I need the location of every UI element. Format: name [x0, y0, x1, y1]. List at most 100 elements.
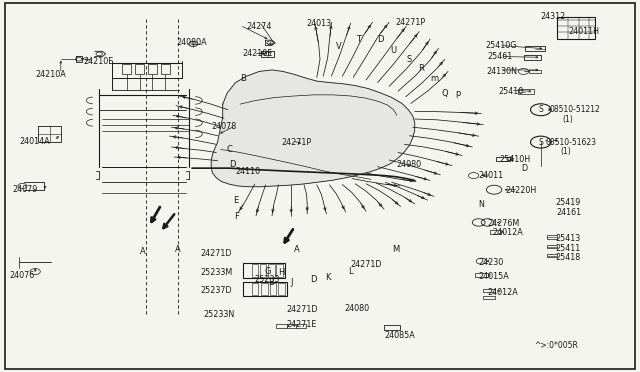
Text: 25233N: 25233N	[204, 310, 235, 319]
Bar	[547, 245, 557, 248]
Text: J: J	[290, 278, 292, 287]
Text: S: S	[538, 105, 543, 114]
Bar	[243, 282, 287, 296]
Text: 24080A: 24080A	[176, 38, 207, 47]
Text: 25411: 25411	[556, 244, 580, 253]
Bar	[529, 70, 541, 73]
Bar	[475, 273, 488, 277]
Bar	[547, 254, 557, 257]
Text: 24312: 24312	[541, 12, 566, 21]
Bar	[490, 230, 501, 234]
Text: Q: Q	[442, 89, 448, 98]
Bar	[260, 264, 266, 277]
Bar	[384, 325, 400, 330]
Text: A: A	[294, 246, 299, 254]
Text: 25233: 25233	[255, 275, 280, 284]
Text: D: D	[522, 164, 528, 173]
Bar	[252, 283, 258, 295]
Polygon shape	[211, 70, 415, 187]
Text: N: N	[479, 200, 484, 209]
Text: D: D	[229, 160, 236, 169]
Text: G: G	[264, 267, 271, 276]
Text: 24271D: 24271D	[351, 260, 382, 269]
Text: 24271P: 24271P	[282, 138, 312, 147]
Text: 24078: 24078	[211, 122, 236, 131]
Text: 24011: 24011	[479, 171, 504, 180]
Bar	[496, 157, 510, 161]
Text: 25461: 25461	[488, 52, 513, 61]
Text: 24220H: 24220H	[506, 186, 537, 195]
Text: 24012A: 24012A	[493, 228, 524, 237]
Text: 24011H: 24011H	[568, 27, 599, 36]
Text: T: T	[356, 35, 361, 44]
Text: H: H	[278, 268, 285, 277]
Text: 24080: 24080	[344, 304, 369, 313]
Text: A: A	[175, 246, 180, 254]
Bar	[261, 283, 268, 295]
Text: 25410G: 25410G	[485, 41, 516, 50]
Text: (1): (1)	[560, 147, 571, 156]
Text: 24271P: 24271P	[396, 18, 426, 27]
Bar	[276, 264, 283, 277]
Bar	[243, 263, 285, 278]
Bar	[122, 64, 131, 74]
Text: 25413: 25413	[556, 234, 580, 243]
Text: 25410: 25410	[498, 87, 523, 96]
Bar	[268, 264, 275, 277]
Text: 24080: 24080	[397, 160, 422, 169]
Text: K: K	[326, 273, 331, 282]
Bar	[557, 17, 595, 39]
Text: 24110: 24110	[236, 167, 260, 176]
Circle shape	[486, 185, 502, 194]
Text: 08510-51212: 08510-51212	[549, 105, 600, 114]
Text: M: M	[392, 245, 399, 254]
Bar	[278, 283, 285, 295]
Text: 25410H: 25410H	[499, 155, 531, 164]
Text: 24210E: 24210E	[83, 57, 113, 66]
Text: U: U	[390, 46, 397, 55]
Text: 24271D: 24271D	[287, 305, 318, 314]
Bar	[518, 89, 534, 94]
Text: 24015A: 24015A	[479, 272, 509, 280]
Bar	[524, 55, 541, 60]
Text: ^>:0*005R: ^>:0*005R	[534, 341, 579, 350]
Circle shape	[531, 136, 551, 148]
Bar	[547, 235, 557, 239]
Text: 08510-51623: 08510-51623	[546, 138, 597, 147]
Text: 24276M: 24276M	[488, 219, 520, 228]
Text: 25419: 25419	[556, 198, 581, 207]
Text: 24076: 24076	[10, 271, 35, 280]
Text: C: C	[226, 145, 232, 154]
Text: A: A	[140, 247, 145, 256]
Text: 25237D: 25237D	[200, 286, 232, 295]
Text: B: B	[240, 74, 246, 83]
Bar	[296, 324, 306, 328]
Text: 24013: 24013	[306, 19, 331, 28]
Text: 24274: 24274	[246, 22, 272, 31]
Text: 24161: 24161	[557, 208, 582, 217]
Text: S: S	[538, 138, 543, 147]
Text: V: V	[337, 42, 342, 51]
Bar	[287, 324, 297, 328]
Text: L: L	[348, 267, 353, 276]
Text: 24012A: 24012A	[488, 288, 518, 296]
Text: 24210A: 24210A	[35, 70, 66, 79]
Text: 24079: 24079	[13, 185, 38, 194]
Bar	[483, 296, 495, 299]
Text: 24014A: 24014A	[19, 137, 50, 146]
Text: S: S	[407, 55, 412, 64]
Text: R: R	[418, 64, 424, 73]
Bar	[148, 64, 157, 74]
Text: (1): (1)	[562, 115, 573, 124]
Text: m: m	[430, 74, 438, 83]
Bar	[270, 283, 276, 295]
Text: 24271E: 24271E	[287, 320, 317, 329]
Text: E: E	[233, 196, 238, 205]
Text: 24230: 24230	[479, 258, 504, 267]
Bar	[135, 64, 144, 74]
Text: p: p	[455, 89, 460, 98]
Text: D: D	[378, 35, 384, 44]
Text: D: D	[310, 275, 317, 284]
Text: 25233M: 25233M	[200, 268, 232, 277]
Bar	[483, 289, 495, 292]
